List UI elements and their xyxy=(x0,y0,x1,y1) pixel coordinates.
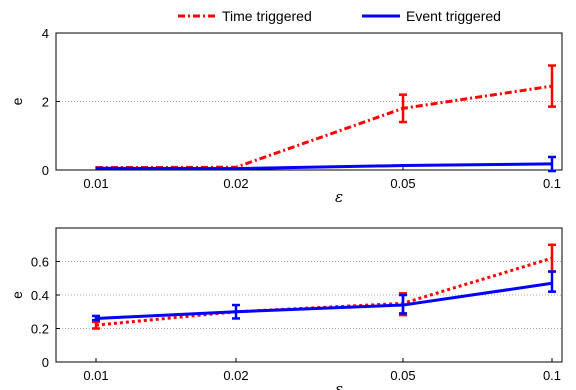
top-series-time-triggered xyxy=(95,84,553,170)
bottom-x-axis-label: ε xyxy=(335,380,343,390)
legend: Time triggered Event triggered xyxy=(178,8,501,24)
bottom-errorbar-event-triggered xyxy=(232,303,240,320)
bottom-y-tick-label: 0.6 xyxy=(31,255,49,270)
top-y-tick-label: 4 xyxy=(42,26,49,41)
bottom-x-tick-label: 0.1 xyxy=(543,368,561,383)
bottom-errorbar-event-triggered xyxy=(399,293,407,315)
bottom-panel: 0 0.2 0.4 0.6 0.01 0.02 0.05 0.1 e ε xyxy=(9,227,563,390)
bottom-errorbar-time-triggered xyxy=(548,243,556,273)
top-grid xyxy=(56,32,562,171)
bottom-y-tick-label: 0.4 xyxy=(31,288,49,303)
bottom-y-tick-label: 0 xyxy=(42,355,49,370)
bottom-errorbar-event-triggered xyxy=(92,314,100,322)
top-x-tick-label: 0.05 xyxy=(390,176,415,191)
bottom-x-tick-label: 0.01 xyxy=(83,368,108,383)
top-series-event-triggered xyxy=(95,162,553,171)
bottom-x-tick-label: 0.05 xyxy=(390,368,415,383)
bottom-x-tick-label: 0.02 xyxy=(223,368,248,383)
top-y-tick-label: 2 xyxy=(42,95,49,110)
bottom-grid xyxy=(56,261,562,363)
top-y-tick-label: 0 xyxy=(42,163,49,178)
top-x-tick-label: 0.02 xyxy=(223,176,248,191)
top-x-tick-label: 0.1 xyxy=(543,176,561,191)
top-y-axis-label: e xyxy=(9,97,25,105)
top-x-tick-label: 0.01 xyxy=(83,176,108,191)
bottom-errorbar-event-triggered xyxy=(548,270,556,293)
top-panel: 0 2 4 0.01 0.02 0.05 0.1 e ε xyxy=(9,26,563,206)
bottom-y-tick-label: 0.2 xyxy=(31,322,49,337)
top-x-axis-label: ε xyxy=(335,188,343,206)
top-errorbar-time-triggered xyxy=(399,93,407,124)
bottom-errorbar-time-triggered xyxy=(92,320,100,330)
bottom-series xyxy=(92,243,556,330)
top-errorbar-time-triggered xyxy=(548,64,556,108)
legend-label-time-triggered: Time triggered xyxy=(222,8,312,24)
legend-label-event-triggered: Event triggered xyxy=(406,8,501,24)
bottom-ticks: 0 0.2 0.4 0.6 0.01 0.02 0.05 0.1 xyxy=(31,255,561,384)
bottom-series-event-triggered xyxy=(95,281,553,320)
top-errorbar-event-triggered xyxy=(548,155,556,173)
bottom-y-axis-label: e xyxy=(9,291,25,299)
top-series xyxy=(95,64,556,173)
